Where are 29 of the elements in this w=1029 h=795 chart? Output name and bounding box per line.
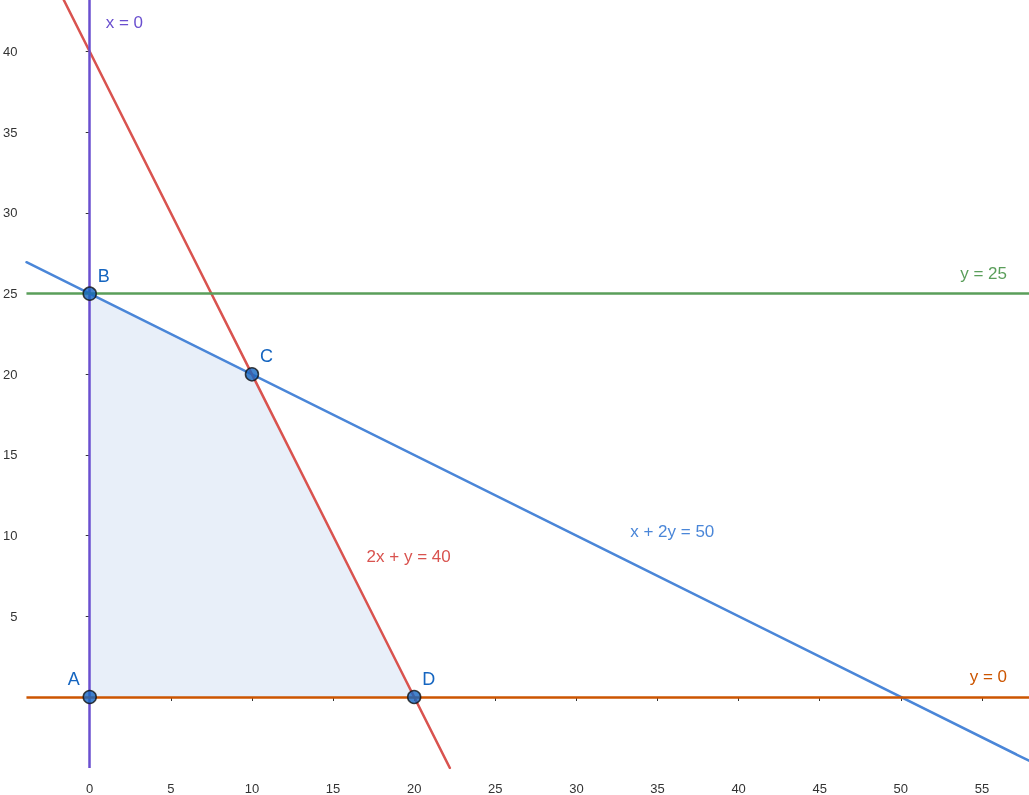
x-tick-label: 30 xyxy=(569,781,584,795)
x-tick-label: 5 xyxy=(167,781,175,795)
annotation: C xyxy=(259,346,273,367)
y-tick-label: 5 xyxy=(10,608,18,624)
x-tick-label: 45 xyxy=(812,781,827,795)
x-tick-label: 10 xyxy=(244,781,260,795)
annotation: B xyxy=(97,265,110,286)
x-tick-label: 50 xyxy=(893,781,909,795)
x-tick-label: 35 xyxy=(650,781,665,795)
x-tick-label: 55 xyxy=(974,781,990,795)
ref-line-label: y = 0 xyxy=(969,667,1007,687)
ref-line-label: x = 0 xyxy=(105,13,144,32)
y-tick-label: 15 xyxy=(2,447,18,463)
x-tick-label: 15 xyxy=(325,781,341,795)
y-tick-label: 20 xyxy=(2,366,18,382)
y-tick-label: 10 xyxy=(2,528,18,544)
series-label: 2x + y = 40 xyxy=(366,546,451,566)
y-tick-label: 40 xyxy=(2,44,18,60)
x-tick-label: 25 xyxy=(488,781,503,795)
annotation: D xyxy=(422,669,436,690)
x-tick-label: 0 xyxy=(86,781,94,795)
ref-line-label: y = 25 xyxy=(960,263,1007,283)
x-tick-label: 40 xyxy=(731,781,746,795)
x-tick-label: 20 xyxy=(406,781,422,795)
y-tick-label: 35 xyxy=(2,124,18,140)
y-tick-label: 25 xyxy=(2,286,18,302)
annotation: A xyxy=(67,669,80,690)
series-label: x + 2y = 50 xyxy=(630,521,715,541)
y-tick-label: 30 xyxy=(2,205,18,221)
